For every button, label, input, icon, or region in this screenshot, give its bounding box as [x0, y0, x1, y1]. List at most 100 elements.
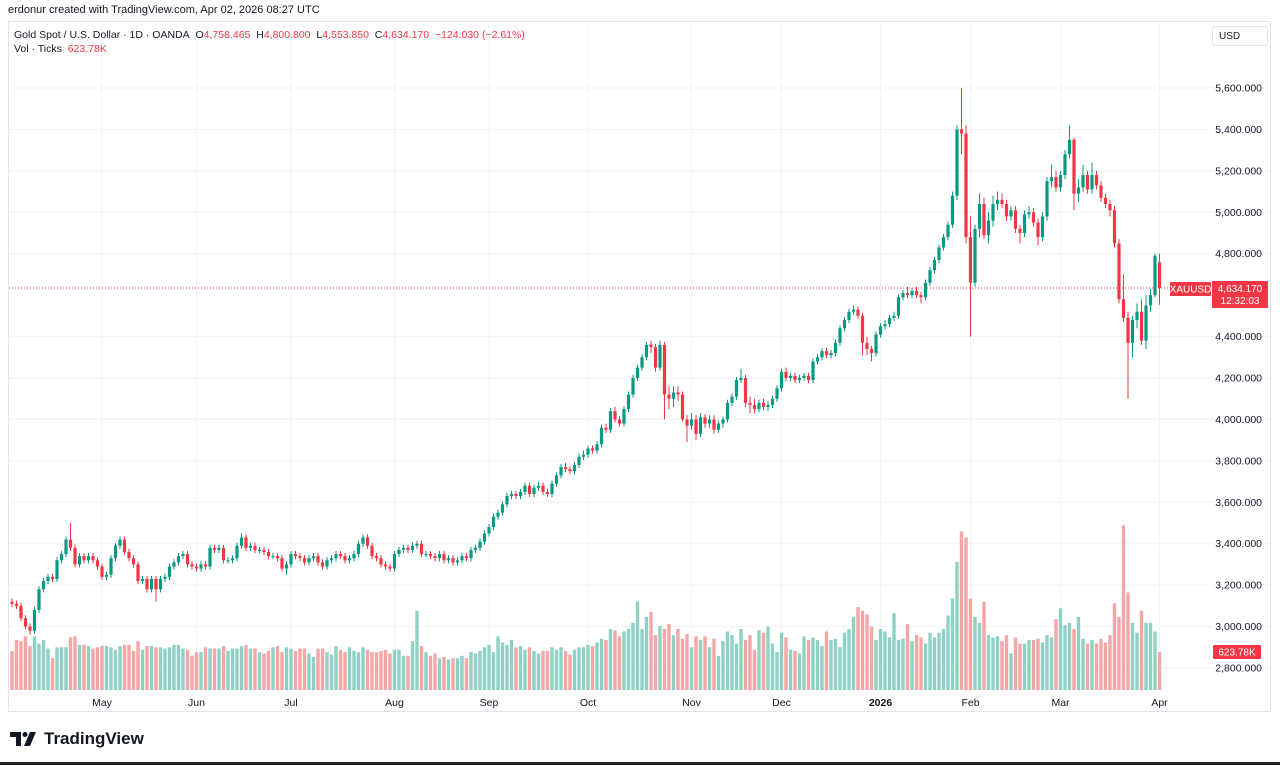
- candle[interactable]: [428, 550, 433, 560]
- candle[interactable]: [1126, 311, 1130, 399]
- candle[interactable]: [446, 555, 451, 564]
- candle[interactable]: [77, 553, 82, 568]
- candle[interactable]: [1112, 206, 1117, 248]
- candle[interactable]: [757, 399, 761, 413]
- candle[interactable]: [865, 336, 869, 356]
- candle[interactable]: [833, 339, 838, 357]
- candle[interactable]: [1085, 170, 1090, 194]
- candle[interactable]: [523, 482, 527, 496]
- candle[interactable]: [964, 125, 968, 244]
- candle[interactable]: [721, 416, 725, 428]
- candle[interactable]: [662, 341, 667, 420]
- candle[interactable]: [10, 598, 14, 607]
- candle[interactable]: [293, 550, 298, 560]
- candle[interactable]: [716, 420, 721, 433]
- candle[interactable]: [28, 623, 32, 635]
- candle[interactable]: [392, 550, 397, 572]
- candle[interactable]: [302, 555, 307, 566]
- candle[interactable]: [487, 524, 491, 537]
- candle[interactable]: [383, 561, 388, 570]
- candle[interactable]: [667, 386, 671, 410]
- candle[interactable]: [379, 555, 383, 568]
- volume-label[interactable]: Vol · Ticks: [14, 43, 62, 55]
- candle[interactable]: [217, 544, 221, 554]
- candle[interactable]: [190, 561, 194, 570]
- candle[interactable]: [851, 305, 856, 315]
- candle[interactable]: [1022, 210, 1027, 238]
- candle[interactable]: [946, 221, 950, 241]
- candle[interactable]: [770, 395, 775, 409]
- candle[interactable]: [41, 577, 46, 593]
- candle[interactable]: [257, 546, 262, 554]
- candle[interactable]: [320, 559, 325, 570]
- candle[interactable]: [1076, 179, 1081, 202]
- candle[interactable]: [986, 212, 991, 244]
- candle[interactable]: [185, 550, 190, 568]
- candle[interactable]: [811, 358, 815, 384]
- candle[interactable]: [347, 555, 352, 564]
- candle[interactable]: [689, 413, 694, 430]
- candle[interactable]: [158, 575, 163, 593]
- candle[interactable]: [982, 197, 986, 240]
- candle[interactable]: [572, 461, 577, 475]
- candle[interactable]: [176, 553, 181, 566]
- tradingview-logo[interactable]: TradingView: [10, 729, 144, 749]
- candle[interactable]: [64, 536, 68, 558]
- candle[interactable]: [136, 561, 140, 585]
- candle[interactable]: [271, 553, 275, 560]
- candle[interactable]: [1045, 177, 1049, 221]
- candle[interactable]: [559, 463, 563, 479]
- candle[interactable]: [1121, 274, 1126, 323]
- candle[interactable]: [748, 396, 752, 414]
- candle[interactable]: [338, 550, 343, 560]
- candle[interactable]: [289, 550, 293, 568]
- candle[interactable]: [1094, 170, 1099, 190]
- candle[interactable]: [181, 550, 185, 560]
- candle[interactable]: [32, 606, 37, 634]
- candle[interactable]: [50, 573, 55, 583]
- candle[interactable]: [766, 400, 770, 412]
- candle[interactable]: [608, 408, 613, 433]
- candle[interactable]: [734, 376, 739, 400]
- candle[interactable]: [514, 490, 518, 500]
- candle[interactable]: [113, 542, 118, 562]
- candle[interactable]: [887, 314, 892, 328]
- candle[interactable]: [590, 445, 595, 454]
- candle[interactable]: [280, 555, 284, 572]
- candle[interactable]: [1040, 212, 1045, 242]
- candle[interactable]: [937, 244, 941, 264]
- candle[interactable]: [46, 573, 50, 585]
- candle[interactable]: [856, 306, 860, 319]
- candle[interactable]: [527, 482, 532, 498]
- candle[interactable]: [203, 561, 208, 570]
- candle[interactable]: [586, 445, 590, 458]
- candle[interactable]: [896, 294, 901, 319]
- candle[interactable]: [788, 372, 793, 382]
- candle[interactable]: [505, 492, 509, 508]
- candle[interactable]: [1099, 181, 1103, 202]
- candle[interactable]: [1009, 206, 1013, 221]
- candle[interactable]: [1153, 253, 1157, 298]
- candle[interactable]: [194, 563, 199, 572]
- candle[interactable]: [316, 553, 320, 566]
- candle[interactable]: [784, 367, 788, 382]
- candle[interactable]: [464, 553, 469, 562]
- candle[interactable]: [140, 575, 145, 585]
- candle[interactable]: [685, 415, 689, 443]
- candle[interactable]: [451, 555, 455, 566]
- candle[interactable]: [482, 530, 487, 545]
- candle[interactable]: [761, 398, 766, 411]
- candle[interactable]: [842, 316, 847, 332]
- candle[interactable]: [361, 534, 365, 547]
- candle[interactable]: [374, 553, 379, 562]
- candle[interactable]: [820, 347, 824, 361]
- candle[interactable]: [172, 559, 176, 570]
- candle[interactable]: [1157, 253, 1162, 305]
- candle[interactable]: [86, 553, 91, 564]
- candle[interactable]: [212, 544, 217, 554]
- candle[interactable]: [266, 548, 271, 560]
- candle[interactable]: [415, 540, 419, 549]
- candle[interactable]: [995, 191, 1000, 211]
- candle[interactable]: [491, 513, 496, 531]
